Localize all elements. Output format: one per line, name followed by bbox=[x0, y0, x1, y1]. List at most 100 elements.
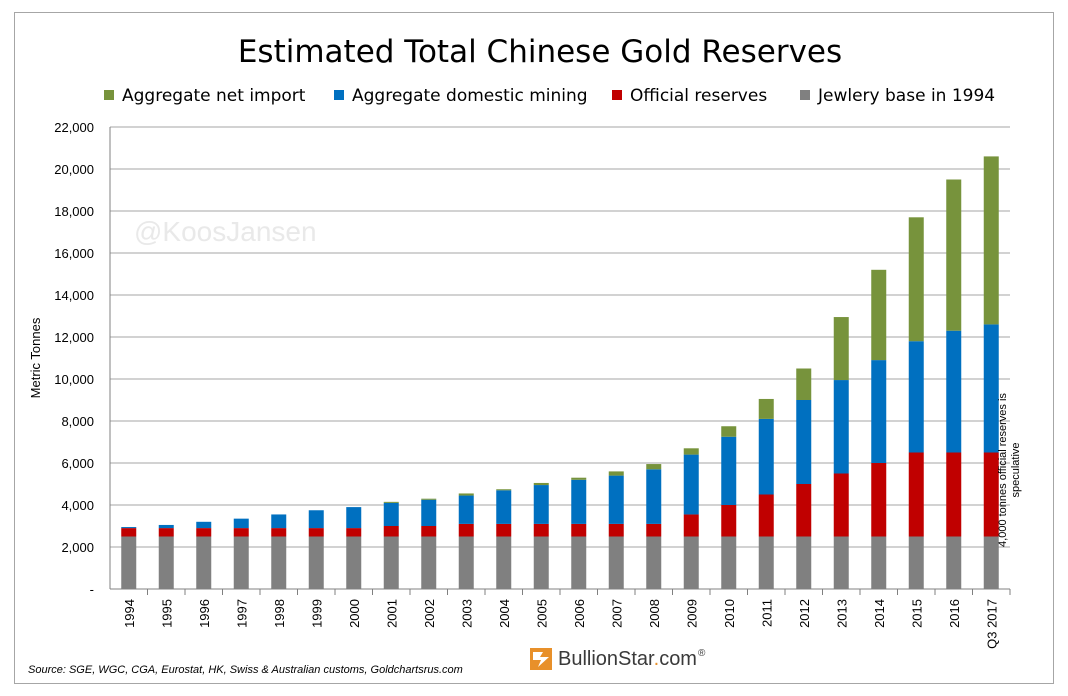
x-tick-label: 2004 bbox=[497, 599, 512, 628]
bar-aggregate-net-import bbox=[458, 493, 474, 496]
bar-official-reserves bbox=[646, 523, 662, 537]
x-tick-label: 1994 bbox=[122, 599, 137, 628]
bar-jewlery-base-in-1994 bbox=[121, 536, 137, 589]
bar-official-reserves bbox=[571, 523, 587, 537]
bar-aggregate-net-import bbox=[646, 464, 662, 470]
y-tick-label: 10,000 bbox=[54, 372, 94, 387]
bar-aggregate-net-import bbox=[833, 317, 849, 381]
bar-aggregate-domestic-mining bbox=[908, 341, 924, 453]
bar-aggregate-net-import bbox=[721, 426, 737, 437]
speculative-note: 4,000 tonnes official reserves is specul… bbox=[997, 393, 1022, 547]
legend-swatch bbox=[612, 90, 622, 100]
bar-aggregate-domestic-mining bbox=[121, 527, 137, 529]
bar-official-reserves bbox=[458, 523, 474, 537]
legend-label: Aggregate domestic mining bbox=[352, 86, 588, 106]
y-tick-label: 22,000 bbox=[54, 120, 94, 135]
bar-aggregate-net-import bbox=[533, 482, 549, 486]
legend-label: Official reserves bbox=[630, 86, 767, 106]
legend-swatch bbox=[334, 90, 344, 100]
bar-aggregate-net-import bbox=[871, 269, 887, 361]
x-tick-label: 2014 bbox=[872, 599, 887, 628]
x-tick-label: 1999 bbox=[309, 599, 324, 628]
x-tick-label: 2015 bbox=[909, 599, 924, 628]
x-tick-label: 2007 bbox=[609, 599, 624, 628]
watermark: @KoosJansen bbox=[134, 216, 317, 247]
bar-aggregate-domestic-mining bbox=[346, 507, 362, 529]
bar-aggregate-domestic-mining bbox=[383, 502, 399, 526]
x-tick-label: 2011 bbox=[759, 599, 774, 627]
x-tick-label: 2006 bbox=[572, 599, 587, 628]
bar-official-reserves bbox=[608, 523, 624, 537]
bar-jewlery-base-in-1994 bbox=[271, 536, 287, 589]
bar-official-reserves bbox=[196, 528, 212, 537]
legend-swatch bbox=[104, 90, 114, 100]
bar-jewlery-base-in-1994 bbox=[533, 536, 549, 589]
bar-official-reserves bbox=[496, 523, 512, 537]
bar-jewlery-base-in-1994 bbox=[421, 536, 437, 589]
bar-aggregate-domestic-mining bbox=[458, 495, 474, 524]
bar-official-reserves bbox=[946, 452, 962, 537]
bar-aggregate-domestic-mining bbox=[871, 360, 887, 463]
bar-jewlery-base-in-1994 bbox=[758, 536, 774, 589]
bar-official-reserves bbox=[158, 528, 174, 537]
x-tick-label: 2010 bbox=[722, 599, 737, 628]
bar-jewlery-base-in-1994 bbox=[233, 536, 249, 589]
bar-aggregate-net-import bbox=[608, 471, 624, 476]
bar-official-reserves bbox=[121, 528, 137, 537]
bar-jewlery-base-in-1994 bbox=[683, 536, 699, 589]
x-tick-label: 2000 bbox=[347, 599, 362, 628]
bar-aggregate-domestic-mining bbox=[196, 521, 212, 529]
x-tick-label: 2003 bbox=[459, 599, 474, 628]
bar-aggregate-net-import bbox=[683, 448, 699, 455]
y-tick-label: 6,000 bbox=[61, 456, 94, 471]
bar-official-reserves bbox=[533, 523, 549, 537]
bar-official-reserves bbox=[871, 463, 887, 537]
bar-aggregate-domestic-mining bbox=[833, 380, 849, 474]
bar-jewlery-base-in-1994 bbox=[308, 536, 324, 589]
x-tick-label: 2008 bbox=[647, 599, 662, 628]
bar-official-reserves bbox=[758, 494, 774, 537]
bar-aggregate-domestic-mining bbox=[496, 490, 512, 524]
bar-jewlery-base-in-1994 bbox=[383, 536, 399, 589]
bar-official-reserves bbox=[383, 526, 399, 537]
brand-dot: . bbox=[653, 647, 660, 670]
bar-jewlery-base-in-1994 bbox=[908, 536, 924, 589]
bar-jewlery-base-in-1994 bbox=[796, 536, 812, 589]
brand-name: BullionStar bbox=[558, 647, 654, 670]
bullionstar-logo-icon bbox=[530, 648, 552, 670]
y-tick-label: 18,000 bbox=[54, 204, 94, 219]
x-tick-label: 2012 bbox=[797, 599, 812, 628]
bar-official-reserves bbox=[308, 528, 324, 537]
bar-official-reserves bbox=[796, 484, 812, 537]
bar-jewlery-base-in-1994 bbox=[646, 536, 662, 589]
x-tick-label: 2005 bbox=[534, 599, 549, 628]
bar-aggregate-net-import bbox=[383, 501, 399, 503]
bar-jewlery-base-in-1994 bbox=[833, 536, 849, 589]
bar-aggregate-domestic-mining bbox=[796, 400, 812, 484]
bar-jewlery-base-in-1994 bbox=[608, 536, 624, 589]
bar-official-reserves bbox=[346, 528, 362, 537]
bar-aggregate-domestic-mining bbox=[758, 418, 774, 495]
brand-logo[interactable]: BullionStar.com® bbox=[530, 645, 705, 673]
legend-swatch bbox=[800, 90, 810, 100]
y-tick-label: 14,000 bbox=[54, 288, 94, 303]
bar-official-reserves bbox=[833, 473, 849, 537]
bar-aggregate-net-import bbox=[758, 398, 774, 419]
bar-official-reserves bbox=[233, 528, 249, 537]
x-tick-label: 1996 bbox=[197, 599, 212, 628]
x-tick-label: 1995 bbox=[159, 599, 174, 628]
bar-aggregate-net-import bbox=[983, 156, 999, 325]
bar-jewlery-base-in-1994 bbox=[158, 536, 174, 589]
bar-aggregate-domestic-mining bbox=[683, 454, 699, 515]
bar-aggregate-net-import bbox=[496, 489, 512, 491]
y-tick-label: 4,000 bbox=[61, 498, 94, 513]
bar-aggregate-domestic-mining bbox=[646, 469, 662, 524]
brand-registered: ® bbox=[697, 647, 706, 659]
bar-official-reserves bbox=[271, 528, 287, 537]
bar-aggregate-domestic-mining bbox=[721, 436, 737, 505]
x-tick-label: 2009 bbox=[684, 599, 699, 628]
bar-aggregate-domestic-mining bbox=[158, 524, 174, 529]
x-tick-label: 2013 bbox=[834, 599, 849, 628]
bar-jewlery-base-in-1994 bbox=[721, 536, 737, 589]
bar-aggregate-domestic-mining bbox=[983, 324, 999, 453]
